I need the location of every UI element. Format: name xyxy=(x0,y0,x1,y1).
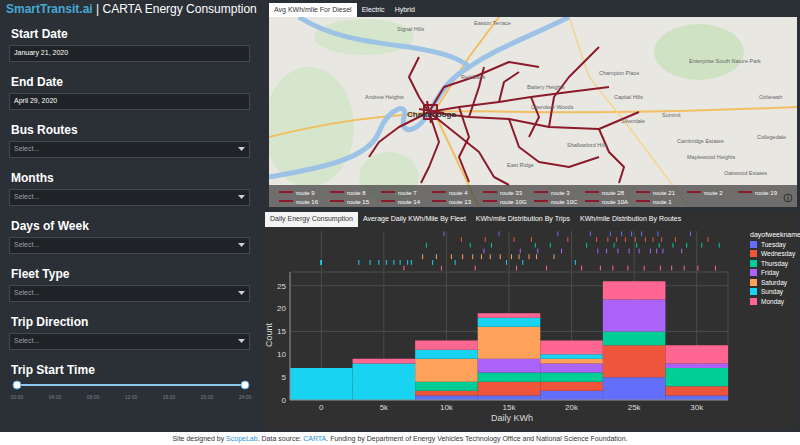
html-text:Monday: Monday xyxy=(761,297,785,305)
svg-text:Chattanooga: Chattanooga xyxy=(407,110,456,119)
svg-text:25: 25 xyxy=(277,282,286,291)
html-text:Select...: Select... xyxy=(14,289,40,296)
svg-text:0: 0 xyxy=(319,403,324,412)
svg-text:route 2: route 2 xyxy=(704,190,723,196)
html-text:Bus Routes: Bus Routes xyxy=(11,123,78,137)
html-text:Fleet Type: Fleet Type xyxy=(11,267,70,281)
html-text:20:00: 20:00 xyxy=(200,394,214,400)
html-text:Hybrid: Hybrid xyxy=(394,6,415,13)
svg-text:15: 15 xyxy=(277,327,286,336)
html-text:12:00: 12:00 xyxy=(124,394,138,400)
html-text:Site designed by ScopeLab. Dat: Site designed by ScopeLab. Data source: … xyxy=(172,435,628,442)
html-text:Select...: Select... xyxy=(14,145,40,152)
html-text:Tuesday: Tuesday xyxy=(761,240,786,248)
html-text:Electric: Electric xyxy=(361,6,385,13)
svg-text:route 13: route 13 xyxy=(449,199,472,205)
html-text:KWh/mile Distribution By Route: KWh/mile Distribution By Routes xyxy=(580,215,682,222)
svg-text:15k: 15k xyxy=(503,403,517,412)
svg-text:route 14: route 14 xyxy=(398,199,421,205)
html-text:Start Date: Start Date xyxy=(11,27,68,41)
svg-text:Easton Terrace: Easton Terrace xyxy=(474,20,511,26)
svg-text:East Ridge: East Ridge xyxy=(507,162,534,168)
html-text:24:00: 24:00 xyxy=(238,394,252,400)
svg-text:Maplewood Heights: Maplewood Heights xyxy=(687,154,736,160)
html-text:SmartTransit.ai | CARTA Energy: SmartTransit.ai | CARTA Energy Consumpti… xyxy=(6,2,257,16)
svg-text:20: 20 xyxy=(277,304,286,313)
svg-text:0: 0 xyxy=(282,396,287,405)
svg-text:route 10A: route 10A xyxy=(602,199,628,205)
svg-text:20k: 20k xyxy=(565,403,579,412)
svg-text:Oakwood Estates: Oakwood Estates xyxy=(724,170,767,176)
svg-text:Signal Hills: Signal Hills xyxy=(397,26,424,32)
svg-text:route 33: route 33 xyxy=(500,190,523,196)
svg-text:route 19: route 19 xyxy=(755,190,778,196)
html-text:End Date: End Date xyxy=(11,75,63,89)
svg-text:10k: 10k xyxy=(440,403,454,412)
html-text:January 21, 2020: January 21, 2020 xyxy=(14,49,69,56)
html-text:Count: Count xyxy=(264,323,274,347)
svg-text:route 1: route 1 xyxy=(653,199,672,205)
svg-text:Red Bank: Red Bank xyxy=(461,74,485,80)
svg-text:5: 5 xyxy=(282,373,287,382)
svg-text:route 28: route 28 xyxy=(602,190,625,196)
html-text:Select...: Select... xyxy=(14,337,40,344)
svg-text:Summit: Summit xyxy=(662,112,681,118)
html-text:08:00: 08:00 xyxy=(86,394,100,400)
html-text:Select...: Select... xyxy=(14,193,40,200)
svg-text:Andrew Heights: Andrew Heights xyxy=(365,94,404,100)
svg-text:Capital Hills: Capital Hills xyxy=(614,94,643,100)
svg-text:Collegedale: Collegedale xyxy=(757,134,786,140)
html-text:Trip Start Time: Trip Start Time xyxy=(11,363,95,377)
svg-text:route 10C: route 10C xyxy=(551,199,578,205)
svg-text:route 10G: route 10G xyxy=(500,199,527,205)
svg-text:route 4: route 4 xyxy=(449,190,468,196)
html-text:04:00: 04:00 xyxy=(48,394,62,400)
html-text:Days of Week: Days of Week xyxy=(11,219,89,233)
svg-text:route 16: route 16 xyxy=(296,199,319,205)
svg-text:route 9: route 9 xyxy=(296,190,315,196)
html-text:Daily KWh: Daily KWh xyxy=(491,413,533,423)
html-text:00:00: 00:00 xyxy=(10,394,24,400)
svg-text:Enterprise South Nature Park: Enterprise South Nature Park xyxy=(689,58,761,64)
html-text:Avg KWh/mile For Diesel: Avg KWh/mile For Diesel xyxy=(274,6,352,13)
html-text:16:00: 16:00 xyxy=(162,394,176,400)
svg-text:route 7: route 7 xyxy=(398,190,417,196)
html-text:Trip Direction: Trip Direction xyxy=(11,315,89,329)
html-text:Wednesday: Wednesday xyxy=(761,250,796,257)
svg-text:25k: 25k xyxy=(628,403,642,412)
svg-text:Shallowford Hills: Shallowford Hills xyxy=(567,142,608,148)
svg-text:route 3: route 3 xyxy=(551,190,570,196)
svg-text:route 21: route 21 xyxy=(653,190,676,196)
html-text:Friday: Friday xyxy=(761,269,780,276)
html-text:dayofweekname: dayofweekname xyxy=(750,231,800,238)
html-text:KWh/mile Distribution By Trips: KWh/mile Distribution By Trips xyxy=(475,215,570,222)
html-text:Thursday: Thursday xyxy=(761,259,789,267)
svg-text:Ooltewah: Ooltewah xyxy=(759,94,782,100)
svg-text:Battery Heights: Battery Heights xyxy=(527,84,565,90)
svg-text:10: 10 xyxy=(277,350,286,359)
svg-text:5k: 5k xyxy=(380,403,389,412)
html-text:Average Daily KWh/Mile By Flee: Average Daily KWh/Mile By Fleet xyxy=(362,215,466,222)
html-text:April 29, 2020: April 29, 2020 xyxy=(14,97,58,104)
svg-text:Champion Place: Champion Place xyxy=(599,70,639,76)
svg-text:30k: 30k xyxy=(690,403,704,412)
html-text:Sunday: Sunday xyxy=(761,288,783,295)
html-text:Saturday: Saturday xyxy=(761,278,787,286)
svg-text:Silverdale: Silverdale xyxy=(621,118,645,124)
svg-text:Cherokee Woods: Cherokee Woods xyxy=(531,104,574,110)
svg-text:Cambridge Estates: Cambridge Estates xyxy=(677,138,724,144)
svg-text:route 8: route 8 xyxy=(347,190,366,196)
html-text:Daily Energy Consumption: Daily Energy Consumption xyxy=(270,215,353,222)
svg-text:route 15: route 15 xyxy=(347,199,370,205)
html-text:Select...: Select... xyxy=(14,241,40,248)
html-text:Months: Months xyxy=(11,171,54,185)
